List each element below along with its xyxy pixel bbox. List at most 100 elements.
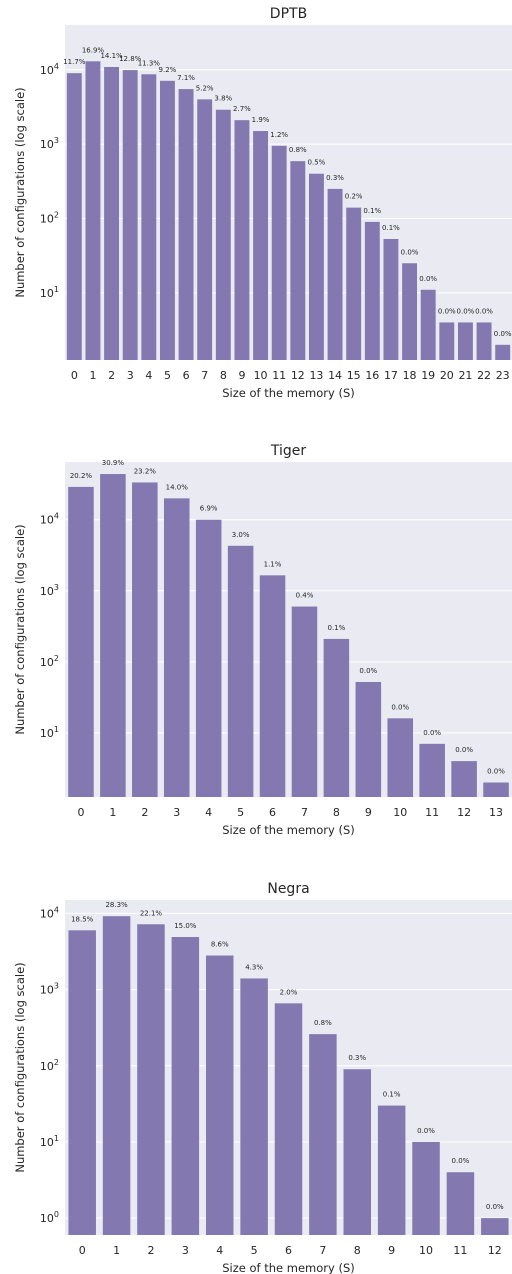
bar <box>495 344 511 360</box>
data-label: 1.1% <box>264 560 282 568</box>
y-axis-label: Number of configurations (log scale) <box>13 962 27 1172</box>
bar <box>309 1034 337 1235</box>
x-tick-label: 18 <box>403 369 417 382</box>
data-label: 14.0% <box>166 483 189 491</box>
data-label: 4.3% <box>245 963 263 971</box>
data-label: 2.7% <box>233 105 251 113</box>
data-label: 0.0% <box>486 1203 504 1211</box>
x-tick-label: 1 <box>89 369 96 382</box>
x-tick-label: 7 <box>319 1244 326 1257</box>
bar <box>483 782 509 797</box>
bar <box>259 575 286 797</box>
data-label: 0.0% <box>475 307 493 315</box>
y-tick-label: 101 <box>40 285 59 300</box>
bar <box>364 221 380 360</box>
x-tick-label: 2 <box>108 369 115 382</box>
x-tick-label: 0 <box>79 1244 86 1257</box>
data-label: 0.0% <box>452 1157 470 1165</box>
bar <box>446 1172 475 1235</box>
bar <box>291 606 318 797</box>
bar <box>343 1069 372 1235</box>
x-tick-label: 10 <box>419 1244 433 1257</box>
bar <box>439 322 455 360</box>
data-label: 0.1% <box>382 224 400 232</box>
bar <box>402 263 418 360</box>
bar <box>102 916 131 1235</box>
x-tick-label: 1 <box>109 806 116 819</box>
data-label: 14.1% <box>100 52 123 60</box>
data-label: 18.5% <box>71 915 94 923</box>
x-tick-label: 20 <box>440 369 454 382</box>
bar <box>137 924 165 1235</box>
bar <box>323 638 350 797</box>
bar <box>68 930 96 1235</box>
x-tick-label: 3 <box>173 806 180 819</box>
x-tick-label: 14 <box>328 369 342 382</box>
bar <box>85 61 101 361</box>
bar <box>132 482 158 797</box>
x-tick-label: 8 <box>354 1244 361 1257</box>
x-tick-label: 5 <box>237 806 244 819</box>
y-axis-label: Number of configurations (log scale) <box>13 87 27 297</box>
x-axis-label: Size of the memory (S) <box>222 823 355 837</box>
bar <box>271 145 287 360</box>
bar <box>122 70 138 360</box>
data-label: 0.2% <box>345 193 363 201</box>
bar <box>171 937 200 1235</box>
y-tick-label: 103 <box>40 982 59 997</box>
data-label: 0.1% <box>363 207 381 215</box>
x-tick-label: 23 <box>496 369 510 382</box>
y-tick-label: 100 <box>40 1210 59 1225</box>
data-label: 7.1% <box>177 74 195 82</box>
x-tick-label: 15 <box>347 369 361 382</box>
bar <box>195 519 222 797</box>
plot-area <box>65 25 512 360</box>
data-label: 0.8% <box>289 146 307 154</box>
x-tick-label: 9 <box>365 806 372 819</box>
x-tick-label: 8 <box>333 806 340 819</box>
bar <box>420 289 436 360</box>
x-tick-label: 21 <box>458 369 472 382</box>
x-tick-label: 5 <box>164 369 171 382</box>
x-tick-label: 0 <box>71 369 78 382</box>
y-tick-label: 104 <box>40 512 59 527</box>
data-label: 2.0% <box>280 988 298 996</box>
data-label: 5.2% <box>196 84 214 92</box>
x-axis-label: Size of the memory (S) <box>222 1261 355 1274</box>
bar <box>346 207 362 360</box>
x-axis-label: Size of the memory (S) <box>222 386 355 400</box>
data-label: 0.3% <box>326 174 344 182</box>
y-tick-label: 102 <box>40 210 59 225</box>
bar <box>234 120 250 360</box>
bar <box>66 73 82 361</box>
bar <box>100 474 126 797</box>
data-label: 0.0% <box>417 1127 435 1135</box>
y-tick-label: 103 <box>40 583 59 598</box>
bar <box>377 1105 406 1235</box>
x-tick-label: 10 <box>254 369 268 382</box>
x-tick-label: 7 <box>301 806 308 819</box>
y-tick-label: 103 <box>40 136 59 151</box>
data-label: 6.9% <box>200 505 218 513</box>
x-tick-label: 0 <box>77 806 84 819</box>
data-label: 12.8% <box>119 55 142 63</box>
x-tick-label: 3 <box>182 1244 189 1257</box>
x-tick-label: 1 <box>113 1244 120 1257</box>
data-label: 0.0% <box>494 330 512 338</box>
bar <box>327 188 343 360</box>
x-tick-label: 2 <box>141 806 148 819</box>
x-tick-label: 10 <box>393 806 407 819</box>
bar <box>412 1141 440 1235</box>
data-label: 0.0% <box>359 667 377 675</box>
bar <box>240 978 268 1235</box>
data-label: 20.2% <box>70 472 93 480</box>
data-label: 23.2% <box>134 467 157 475</box>
y-axis-label: Number of configurations (log scale) <box>13 524 27 734</box>
bar <box>227 545 254 797</box>
y-tick-label: 101 <box>40 725 59 740</box>
bar <box>457 322 473 360</box>
bar <box>178 89 194 360</box>
x-tick-label: 11 <box>425 806 439 819</box>
